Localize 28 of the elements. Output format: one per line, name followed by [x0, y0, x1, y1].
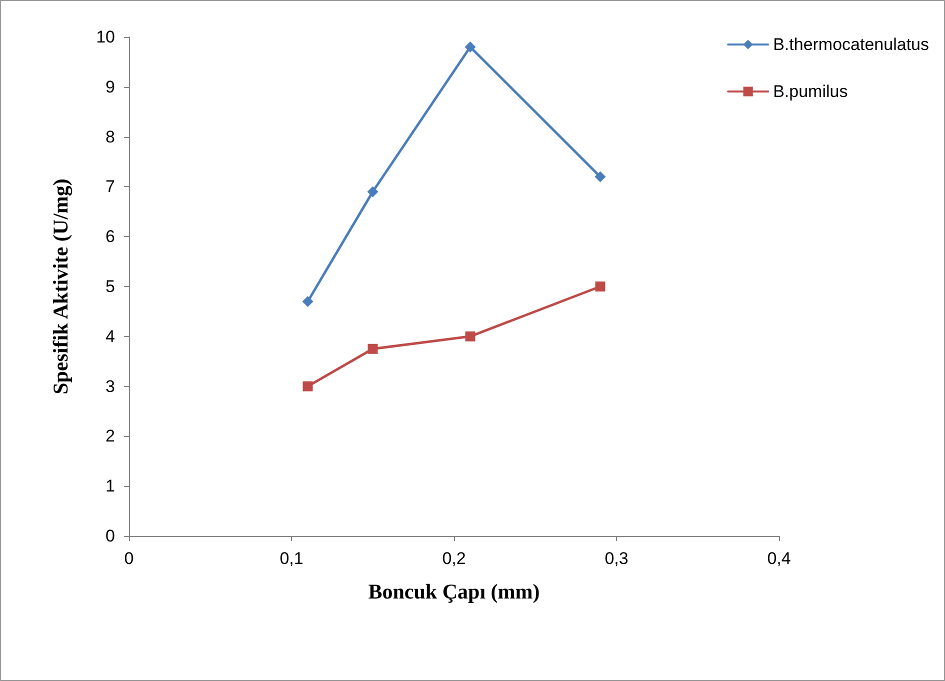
- point: [594, 171, 606, 182]
- point: [302, 296, 314, 307]
- x-axis-title: Boncuk Çapı (mm): [368, 580, 540, 604]
- y-tick-label: 10: [96, 28, 115, 46]
- x-tick-label: 0,2: [442, 549, 466, 568]
- x-tick-label: 0,1: [280, 549, 304, 568]
- y-axis-title: Spesifik Aktivite (U/mg): [48, 178, 72, 394]
- legend-label: B.pumilus: [773, 82, 848, 101]
- point: [464, 41, 476, 52]
- point: [367, 186, 378, 198]
- y-tick-label: 6: [106, 227, 115, 246]
- x-tick-label: 0,3: [604, 549, 628, 568]
- point: [368, 344, 378, 354]
- y-tick-label: 2: [106, 426, 115, 446]
- y-tick-label: 9: [106, 77, 115, 96]
- y-tick-label: 4: [106, 326, 115, 346]
- y-tick-label: 3: [106, 376, 115, 396]
- y-tick-label: 8: [106, 127, 115, 146]
- y-tick-label: 5: [106, 277, 115, 296]
- point: [595, 282, 606, 292]
- x-tick-label: 0: [124, 549, 134, 568]
- y-tick-label: 1: [106, 476, 115, 496]
- x-tick-label: 0,4: [767, 549, 791, 568]
- y-tick-label: 0: [106, 526, 115, 546]
- point: [302, 381, 313, 392]
- point: [465, 331, 476, 342]
- legend-label: B.thermocatenulatus: [773, 35, 929, 54]
- y-tick-label: 7: [106, 177, 115, 196]
